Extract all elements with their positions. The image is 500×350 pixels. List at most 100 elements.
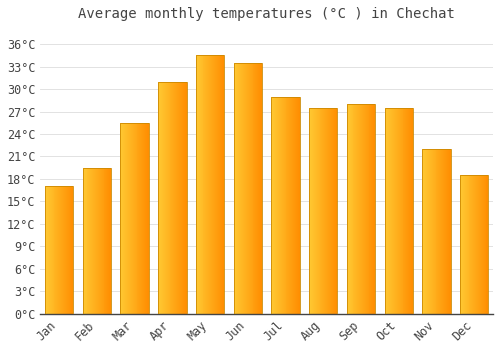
Bar bbox=[429, 149, 430, 314]
Bar bbox=[443, 149, 444, 314]
Bar bbox=[286, 97, 288, 314]
Bar bbox=[473, 175, 474, 314]
Bar bbox=[184, 82, 186, 314]
Bar bbox=[316, 108, 318, 314]
Bar bbox=[130, 123, 131, 314]
Bar bbox=[177, 82, 178, 314]
Bar bbox=[274, 97, 275, 314]
Bar bbox=[468, 175, 469, 314]
Bar bbox=[246, 63, 247, 314]
Bar bbox=[448, 149, 450, 314]
Bar bbox=[282, 97, 284, 314]
Bar bbox=[83, 168, 84, 314]
Bar bbox=[256, 63, 257, 314]
Bar bbox=[444, 149, 445, 314]
Bar bbox=[324, 108, 325, 314]
Bar bbox=[328, 108, 329, 314]
Bar bbox=[234, 63, 262, 314]
Bar bbox=[50, 187, 51, 314]
Bar bbox=[332, 108, 334, 314]
Bar bbox=[462, 175, 463, 314]
Bar bbox=[238, 63, 240, 314]
Bar bbox=[315, 108, 316, 314]
Bar bbox=[108, 168, 109, 314]
Bar bbox=[179, 82, 180, 314]
Bar bbox=[131, 123, 132, 314]
Bar bbox=[298, 97, 299, 314]
Bar bbox=[102, 168, 104, 314]
Bar bbox=[124, 123, 125, 314]
Bar bbox=[260, 63, 261, 314]
Bar bbox=[347, 104, 348, 314]
Bar bbox=[361, 104, 362, 314]
Bar bbox=[408, 108, 409, 314]
Bar bbox=[178, 82, 179, 314]
Bar bbox=[392, 108, 393, 314]
Bar bbox=[58, 187, 59, 314]
Bar bbox=[479, 175, 480, 314]
Bar bbox=[143, 123, 144, 314]
Bar bbox=[98, 168, 99, 314]
Bar bbox=[168, 82, 170, 314]
Bar bbox=[482, 175, 484, 314]
Bar bbox=[65, 187, 66, 314]
Bar bbox=[441, 149, 442, 314]
Bar bbox=[430, 149, 431, 314]
Bar bbox=[445, 149, 446, 314]
Bar bbox=[410, 108, 411, 314]
Bar bbox=[62, 187, 63, 314]
Bar bbox=[45, 187, 74, 314]
Bar bbox=[470, 175, 472, 314]
Bar bbox=[213, 55, 214, 314]
Bar bbox=[141, 123, 142, 314]
Bar bbox=[486, 175, 488, 314]
Bar bbox=[329, 108, 330, 314]
Bar bbox=[174, 82, 175, 314]
Bar bbox=[384, 108, 386, 314]
Bar bbox=[336, 108, 338, 314]
Bar bbox=[88, 168, 90, 314]
Bar bbox=[240, 63, 241, 314]
Bar bbox=[134, 123, 136, 314]
Bar bbox=[147, 123, 148, 314]
Bar bbox=[163, 82, 164, 314]
Bar bbox=[138, 123, 140, 314]
Bar bbox=[245, 63, 246, 314]
Bar bbox=[144, 123, 145, 314]
Bar bbox=[318, 108, 320, 314]
Bar bbox=[402, 108, 404, 314]
Bar bbox=[96, 168, 97, 314]
Bar bbox=[412, 108, 413, 314]
Bar bbox=[158, 82, 186, 314]
Bar bbox=[393, 108, 394, 314]
Bar bbox=[461, 175, 462, 314]
Bar bbox=[277, 97, 278, 314]
Bar bbox=[236, 63, 238, 314]
Bar bbox=[210, 55, 211, 314]
Bar bbox=[272, 97, 299, 314]
Bar bbox=[297, 97, 298, 314]
Bar bbox=[206, 55, 208, 314]
Bar bbox=[310, 108, 311, 314]
Bar bbox=[368, 104, 370, 314]
Bar bbox=[425, 149, 426, 314]
Bar bbox=[204, 55, 206, 314]
Bar bbox=[424, 149, 425, 314]
Bar bbox=[446, 149, 447, 314]
Bar bbox=[463, 175, 464, 314]
Bar bbox=[126, 123, 127, 314]
Bar bbox=[390, 108, 391, 314]
Bar bbox=[196, 55, 224, 314]
Bar bbox=[431, 149, 432, 314]
Bar bbox=[243, 63, 244, 314]
Bar bbox=[250, 63, 252, 314]
Bar bbox=[211, 55, 212, 314]
Bar bbox=[86, 168, 88, 314]
Bar bbox=[464, 175, 465, 314]
Bar bbox=[175, 82, 176, 314]
Bar bbox=[129, 123, 130, 314]
Bar bbox=[406, 108, 407, 314]
Bar bbox=[347, 104, 375, 314]
Bar bbox=[327, 108, 328, 314]
Bar bbox=[99, 168, 100, 314]
